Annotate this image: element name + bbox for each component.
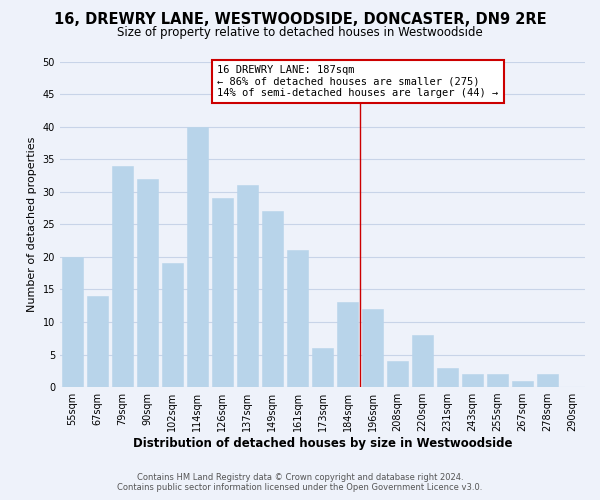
Bar [337,302,358,387]
Bar [87,296,108,387]
Text: Size of property relative to detached houses in Westwoodside: Size of property relative to detached ho… [117,26,483,39]
Bar [162,264,183,387]
Bar [187,126,208,387]
X-axis label: Distribution of detached houses by size in Westwoodside: Distribution of detached houses by size … [133,437,512,450]
Text: 16, DREWRY LANE, WESTWOODSIDE, DONCASTER, DN9 2RE: 16, DREWRY LANE, WESTWOODSIDE, DONCASTER… [53,12,547,28]
Bar [212,198,233,387]
Bar [287,250,308,387]
Bar [387,361,408,387]
Bar [462,374,483,387]
Bar [412,335,433,387]
Bar [262,212,283,387]
Bar [62,257,83,387]
Bar [487,374,508,387]
Bar [137,178,158,387]
Bar [312,348,333,387]
Bar [537,374,558,387]
Bar [362,309,383,387]
Bar [112,166,133,387]
Y-axis label: Number of detached properties: Number of detached properties [27,136,37,312]
Bar [512,380,533,387]
Bar [237,185,258,387]
Text: Contains HM Land Registry data © Crown copyright and database right 2024.
Contai: Contains HM Land Registry data © Crown c… [118,473,482,492]
Text: 16 DREWRY LANE: 187sqm
← 86% of detached houses are smaller (275)
14% of semi-de: 16 DREWRY LANE: 187sqm ← 86% of detached… [217,65,499,98]
Bar [437,368,458,387]
